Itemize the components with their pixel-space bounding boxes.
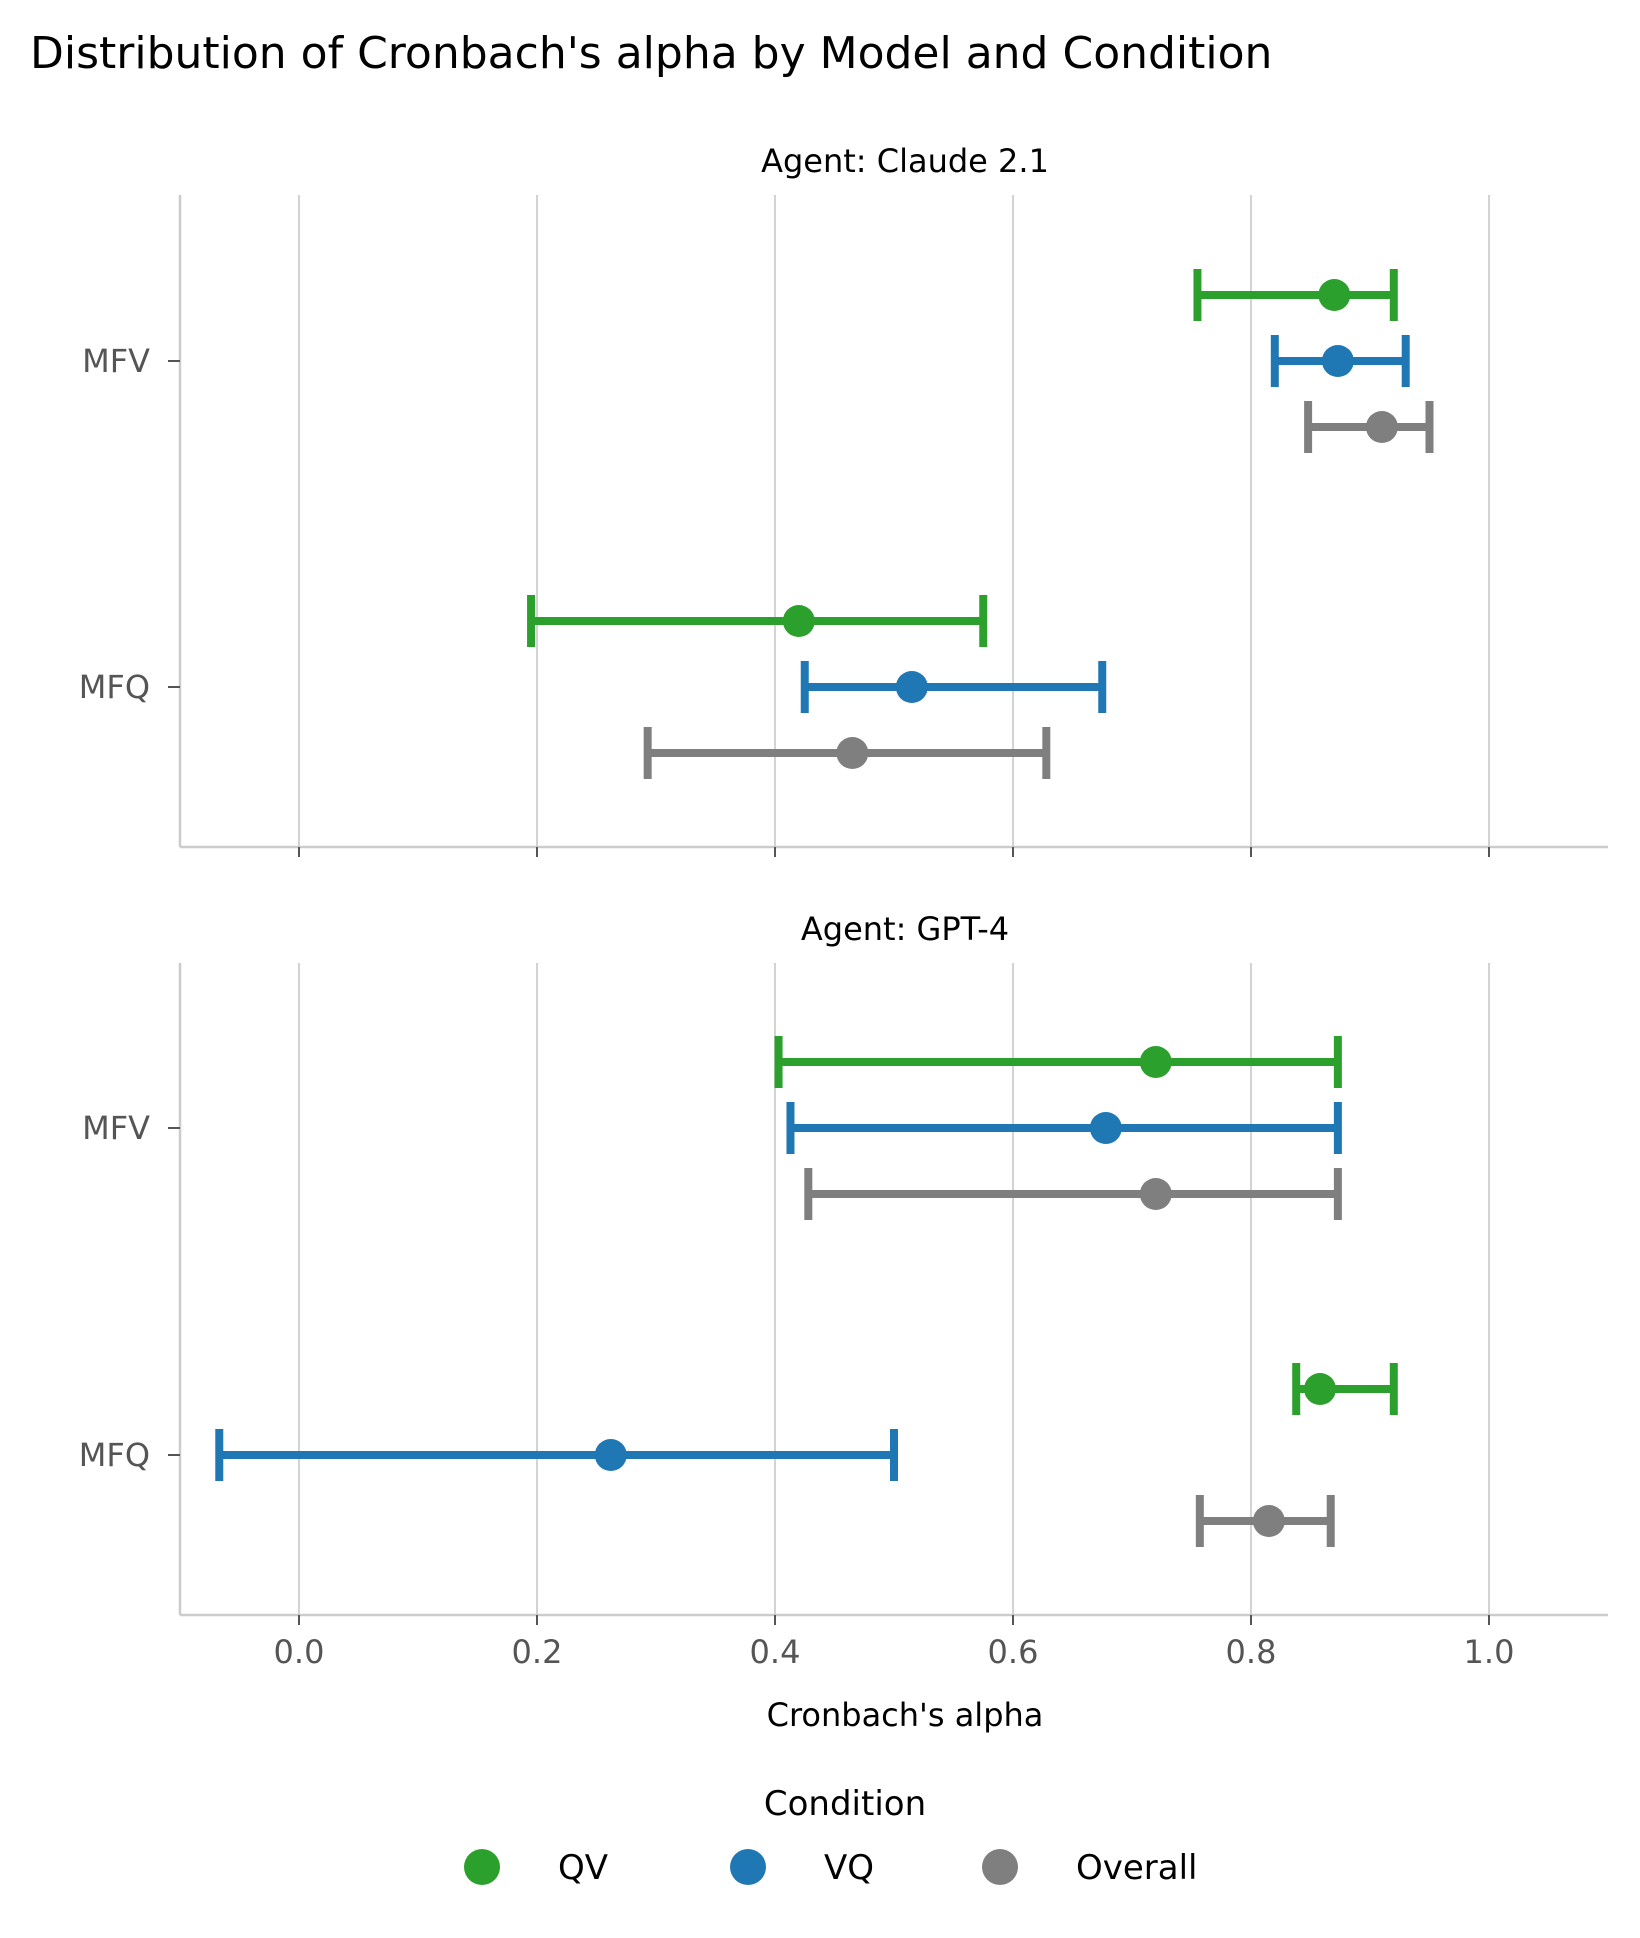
legend-marker	[464, 1849, 500, 1885]
legend-title: Condition	[764, 1784, 926, 1824]
x-tick-label: 0.6	[988, 1633, 1039, 1671]
panel-title: Agent: Claude 2.1	[761, 142, 1049, 180]
data-point	[1139, 1178, 1172, 1210]
x-tick-label: 0.2	[512, 1633, 563, 1671]
panel-claude: Agent: Claude 2.1 MFV MFQ	[79, 142, 1608, 857]
x-tick-label: 0.8	[1226, 1633, 1277, 1671]
data-point	[594, 1439, 627, 1471]
legend-label: VQ	[824, 1848, 874, 1888]
data-point	[1365, 411, 1398, 443]
data-point	[1089, 1112, 1122, 1144]
y-tick-label: MFV	[82, 1109, 150, 1147]
x-tick-label: 0.0	[274, 1633, 325, 1671]
y-tick-label: MFQ	[79, 668, 150, 706]
x-tick-label: 0.4	[750, 1633, 801, 1671]
y-tick-label: MFQ	[79, 1436, 150, 1474]
legend-marker	[982, 1849, 1018, 1885]
data-point	[782, 605, 815, 637]
x-axis-label: Cronbach's alpha	[767, 1696, 1044, 1734]
data-point	[1252, 1505, 1285, 1537]
data-point	[836, 737, 869, 769]
y-tick-label: MFV	[82, 342, 150, 380]
data-point	[895, 671, 928, 703]
data-point	[1318, 279, 1351, 311]
x-tick-label: 1.0	[1464, 1633, 1515, 1671]
panel-gpt4: Agent: GPT-4 0.0 0.2 0.4 0.6 0.8 1.0 MFV MFQ	[79, 910, 1608, 1671]
legend-marker	[730, 1849, 766, 1885]
data-point	[1304, 1373, 1337, 1405]
data-point	[1139, 1046, 1172, 1078]
chart-title: Distribution of Cronbach's alpha by Mode…	[30, 28, 1272, 79]
legend: Condition QV VQ Overall	[464, 1784, 1198, 1888]
legend-label: QV	[558, 1848, 608, 1888]
data-point	[1321, 345, 1354, 377]
legend-label: Overall	[1076, 1848, 1198, 1888]
panel-title: Agent: GPT-4	[801, 910, 1009, 948]
